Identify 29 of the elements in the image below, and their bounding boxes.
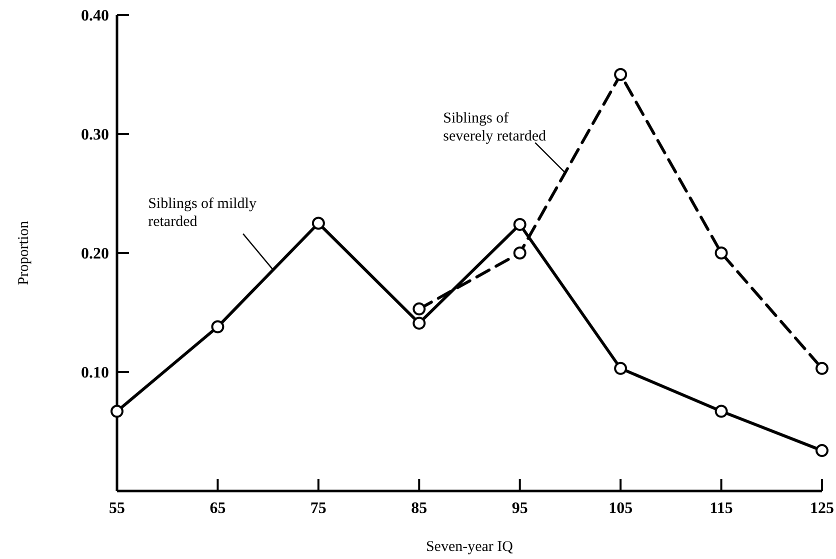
x-tick-label: 75 [310, 500, 326, 517]
point [614, 68, 628, 81]
point [110, 404, 124, 418]
y-tick-label: 0.40 [81, 8, 109, 25]
point [412, 316, 426, 330]
y-axis-title: Proportion [16, 220, 32, 286]
x-tick-label: 125 [810, 500, 834, 517]
x-tick-label: 115 [710, 500, 733, 517]
point [513, 246, 526, 260]
point [211, 320, 224, 334]
point [412, 302, 426, 316]
point [513, 218, 526, 231]
x-tick-label: 55 [109, 500, 125, 517]
y-tick-label: 0.30 [81, 126, 109, 144]
y-tick-label: 0.20 [81, 246, 109, 263]
x-tick-label: 105 [608, 500, 633, 517]
point [714, 246, 728, 260]
point [714, 404, 728, 418]
x-tick-label: 85 [411, 500, 428, 517]
point [614, 362, 628, 375]
y-tick-label: 0.10 [81, 364, 109, 382]
point [816, 444, 828, 458]
x-axis-title: Seven-year IQ [426, 539, 514, 555]
x-tick-label: 95 [512, 500, 528, 517]
x-tick-label: 65 [210, 500, 226, 517]
point [312, 216, 325, 230]
text: Siblings of severely retarded [443, 110, 547, 145]
text: Siblings of mildly retarded [148, 196, 257, 230]
point [816, 362, 828, 375]
